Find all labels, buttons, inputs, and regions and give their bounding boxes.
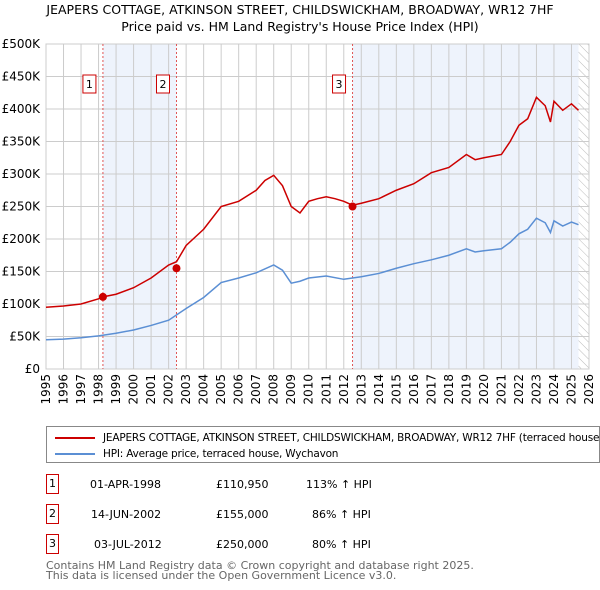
table-row: 1 01-APR-1998 £110,950 113% ↑ HPI (46, 474, 586, 496)
x-tick-label: 2012 (337, 374, 351, 405)
sale-point (348, 202, 357, 211)
y-tick-label: £350K (2, 135, 42, 149)
sale-label-box (82, 74, 97, 94)
sale-number: 3 (46, 534, 59, 554)
series-line-hpi (45, 217, 579, 341)
x-tick-label: 1997 (74, 374, 88, 405)
sale-price: £155,000 (216, 508, 269, 521)
sale-hpi: 86% ↑ HPI (312, 508, 371, 521)
x-tick-label: 2014 (372, 374, 386, 405)
y-tick-label: £50K (9, 330, 41, 344)
price-chart: 1995 1996 1997 1998 1999 2000 2001 2002 2003 2004… (2, 37, 596, 405)
x-tick-label: 2010 (302, 374, 316, 405)
x-tick-label: 2022 (512, 374, 526, 405)
x-tick-label: 2021 (494, 374, 508, 405)
y-tick-label: £200K (2, 232, 42, 246)
x-tick-label: 1999 (109, 374, 123, 405)
y-tick-label: £250K (2, 200, 42, 214)
sale-label-box (332, 74, 347, 94)
x-tick-label: 2019 (459, 374, 473, 405)
x-tick-label: 2011 (319, 374, 333, 405)
legend-label: JEAPERS COTTAGE, ATKINSON STREET, CHILDS… (103, 432, 600, 444)
x-tick-label: 2020 (477, 374, 491, 405)
footer: Contains HM Land Registry data © Crown c… (46, 559, 474, 582)
x-tick-label: 2007 (249, 374, 263, 405)
x-tick-label: 2016 (407, 374, 421, 405)
x-tick-label: 2015 (389, 374, 403, 405)
sale-label: 1 (86, 78, 93, 91)
y-tick-label: £150K (2, 265, 42, 279)
chart-subtitle: Price paid vs. HM Land Registry's House … (121, 19, 479, 34)
x-tick-label: 2001 (144, 374, 158, 405)
blue-line-swatch (55, 453, 95, 455)
y-tick-label: £300K (2, 167, 42, 181)
footer-line: This data is licensed under the Open Gov… (46, 569, 397, 582)
x-tick-label: 2005 (214, 374, 228, 405)
y-tick-label: £0 (25, 362, 40, 376)
sale-label: 3 (336, 78, 343, 91)
footer-line: Contains HM Land Registry data © Crown c… (46, 559, 474, 572)
sale-number: 1 (46, 474, 59, 494)
sale-date: 14-JUN-2002 (91, 508, 162, 521)
series-line-property (45, 95, 580, 308)
sale-hpi: 113% ↑ HPI (306, 478, 372, 491)
y-tick-label: £100K (2, 297, 42, 311)
x-tick-label: 2000 (127, 374, 141, 405)
sale-hpi: 80% ↑ HPI (312, 538, 371, 551)
sale-date: 01-APR-1998 (90, 478, 162, 491)
sale-price: £110,950 (216, 478, 269, 491)
legend-label: HPI: Average price, terraced house, Wych… (103, 448, 339, 460)
table-row: 3 03-JUL-2012 £250,000 80% ↑ HPI (46, 534, 586, 556)
x-tick-label: 2004 (197, 374, 211, 405)
y-tick-label: £400K (2, 102, 42, 116)
y-tick-label: £500K (2, 37, 42, 51)
sale-point (172, 264, 181, 273)
x-tick-label: 2018 (442, 374, 456, 405)
red-line-swatch (55, 437, 95, 439)
x-tick-label: 2006 (232, 374, 246, 405)
x-tick-label: 2024 (547, 374, 561, 405)
sale-label-box (155, 74, 170, 94)
y-tick-label: £450K (2, 70, 42, 84)
sale-label: 2 (159, 78, 166, 91)
sale-price: £250,000 (216, 538, 269, 551)
legend: JEAPERS COTTAGE, ATKINSON STREET, CHILDS… (46, 426, 600, 463)
x-tick-label: 1995 (39, 374, 53, 405)
sale-number: 2 (46, 504, 59, 524)
x-tick-label: 2009 (284, 374, 298, 405)
legend-item-property: JEAPERS COTTAGE, ATKINSON STREET, CHILDS… (55, 431, 600, 445)
x-tick-label: 2013 (354, 374, 368, 405)
chart-title: JEAPERS COTTAGE, ATKINSON STREET, CHILDS… (46, 2, 554, 17)
x-tick-label: 2008 (267, 374, 281, 405)
legend-item-hpi: HPI: Average price, terraced house, Wych… (55, 447, 338, 461)
plot-border (45, 43, 590, 370)
x-tick-label: 2026 (582, 374, 596, 405)
x-tick-label: 2023 (529, 374, 543, 405)
x-tick-label: 2025 (564, 374, 578, 405)
x-tick-label: 2002 (162, 374, 176, 405)
sale-point (98, 292, 107, 301)
x-tick-label: 1996 (57, 374, 71, 405)
sale-date: 03-JUL-2012 (94, 538, 162, 551)
table-row: 2 14-JUN-2002 £155,000 86% ↑ HPI (46, 504, 586, 526)
x-tick-label: 2003 (179, 374, 193, 405)
x-tick-label: 2017 (424, 374, 438, 405)
x-tick-label: 1998 (92, 374, 106, 405)
